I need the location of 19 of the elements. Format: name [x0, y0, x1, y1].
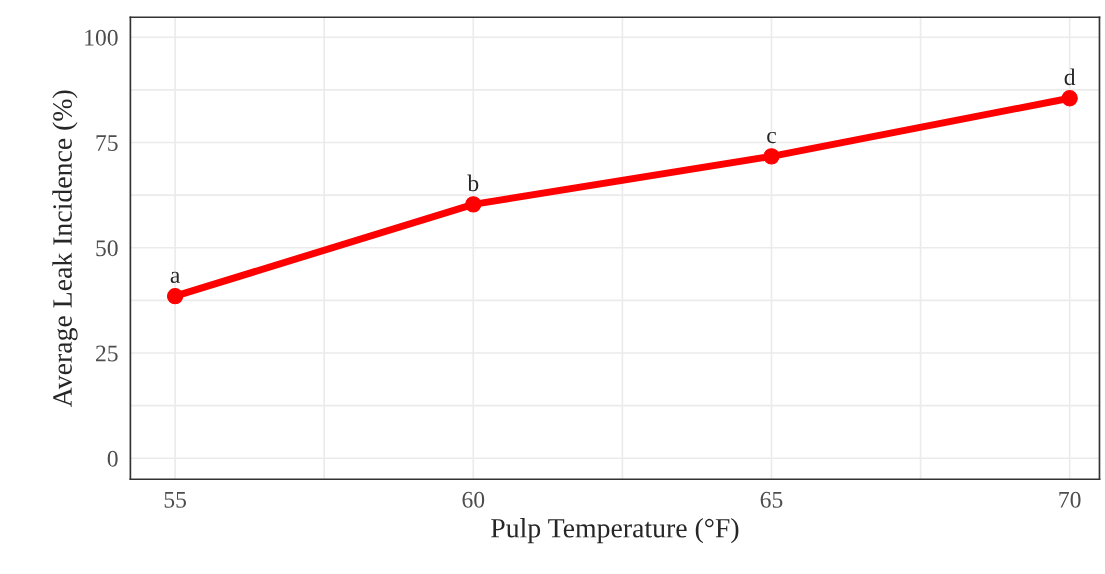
y-tick-label: 0	[107, 450, 118, 467]
x-tick-label: 65	[760, 491, 783, 508]
annotation: b	[467, 174, 479, 192]
annotation: a	[170, 271, 181, 284]
point	[465, 196, 482, 213]
x-axis-title: Pulp Temperature (°F)	[491, 518, 739, 544]
y-tick-label: 100	[85, 29, 118, 46]
y-tick-label: 50	[96, 240, 118, 257]
annotation: c	[767, 131, 776, 144]
x-tick-label: 70	[1059, 491, 1081, 508]
y-tick-label: 25	[96, 345, 118, 362]
y-tick-label: 75	[96, 135, 118, 151]
point	[763, 148, 780, 165]
point	[1061, 90, 1078, 107]
x-tick-label: 55	[164, 492, 186, 508]
y-axis-title: Average Leak Incidence (%)	[52, 90, 78, 407]
point	[166, 287, 184, 305]
x-tick-label: 60	[462, 491, 485, 508]
annotation: d	[1064, 68, 1076, 86]
